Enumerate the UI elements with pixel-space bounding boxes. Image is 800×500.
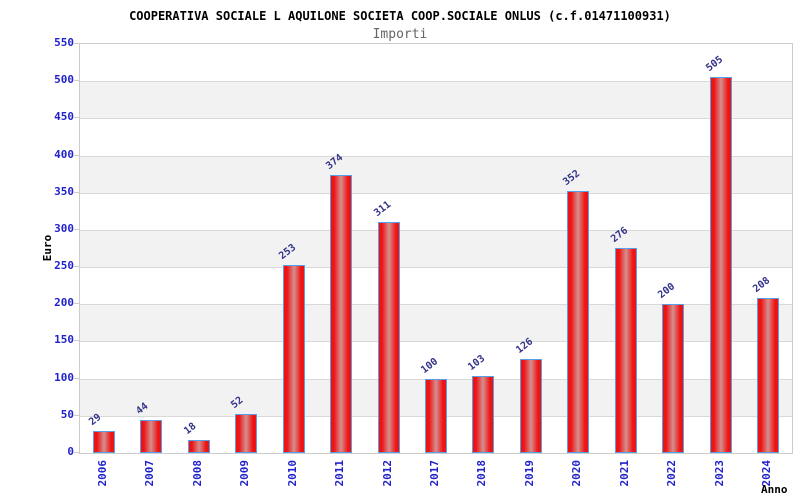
y-tick-label: 0 <box>67 445 74 458</box>
bar-2012 <box>378 222 400 453</box>
y-tick-mark <box>74 43 79 44</box>
background-band <box>80 192 792 230</box>
y-tick-mark <box>74 229 79 230</box>
bar-2024 <box>757 298 779 453</box>
y-tick-label: 150 <box>54 333 74 347</box>
y-tick-mark <box>74 117 79 118</box>
y-tick-mark <box>74 192 79 193</box>
gridline <box>80 304 792 306</box>
bar-2023 <box>710 77 732 453</box>
y-tick-label: 250 <box>54 259 74 273</box>
x-tick-label: 2021 <box>617 460 631 487</box>
y-tick-label: 350 <box>54 184 74 198</box>
bar-2019 <box>520 359 542 453</box>
x-tick-label: 2018 <box>475 460 489 487</box>
y-tick-mark <box>74 155 79 156</box>
bar-2021 <box>615 248 637 453</box>
gridline <box>80 155 792 157</box>
bar-2006 <box>93 431 115 453</box>
y-axis-title: Euro <box>41 234 54 262</box>
bar-2009 <box>235 414 257 453</box>
x-tick-label: 2010 <box>285 460 299 487</box>
y-tick-label: 300 <box>54 221 74 235</box>
x-tick-label: 2012 <box>380 460 394 487</box>
y-tick-label: 550 <box>54 36 74 49</box>
background-band <box>80 81 792 119</box>
x-tick-label: 2011 <box>333 460 347 487</box>
plot-area: 29 44 18 52 253 374 311 100 103 126 352 276 200 505 20… <box>79 43 793 454</box>
bar-2022 <box>662 304 684 453</box>
x-tick-label: 2008 <box>190 460 204 487</box>
y-tick-mark <box>74 452 79 453</box>
chart-title: COOPERATIVA SOCIALE L AQUILONE SOCIETA C… <box>129 9 671 23</box>
bar-2018 <box>472 376 494 453</box>
y-tick-label: 500 <box>54 73 74 87</box>
chart-subtitle: Importi <box>372 27 428 42</box>
bar-2020 <box>567 191 589 453</box>
y-tick-label: 100 <box>54 370 74 384</box>
y-tick-label: 50 <box>60 407 74 421</box>
y-tick-mark <box>74 80 79 81</box>
bar-2011 <box>330 175 352 453</box>
y-tick-label: 450 <box>54 110 74 124</box>
y-tick-mark <box>74 340 79 341</box>
gridline <box>80 267 792 269</box>
background-band <box>80 267 792 305</box>
background-band <box>80 304 792 342</box>
y-tick-mark <box>74 266 79 267</box>
x-tick-label: 2019 <box>522 460 536 487</box>
background-band <box>80 118 792 156</box>
bar-2017 <box>425 379 447 453</box>
x-axis-title: Anno <box>761 483 788 496</box>
y-tick-label: 200 <box>54 296 74 310</box>
gridline <box>80 81 792 83</box>
bar-2010 <box>283 265 305 453</box>
background-band <box>80 229 792 268</box>
x-tick-label: 2007 <box>143 460 157 487</box>
y-tick-mark <box>74 415 79 416</box>
y-tick-mark <box>74 378 79 379</box>
bar-2007 <box>140 420 162 453</box>
gridline <box>80 118 792 120</box>
y-tick-label: 400 <box>54 147 74 161</box>
background-band <box>80 155 792 193</box>
background-band <box>80 44 792 82</box>
bar-2008 <box>188 440 210 453</box>
x-tick-label: 2022 <box>665 460 679 487</box>
x-tick-label: 2020 <box>570 460 584 487</box>
gridline <box>80 229 792 231</box>
y-tick-mark <box>74 303 79 304</box>
x-tick-label: 2017 <box>428 460 441 487</box>
gridline <box>80 341 792 343</box>
x-tick-label: 2006 <box>95 460 109 487</box>
gridline <box>80 192 792 194</box>
x-tick-label: 2009 <box>238 460 252 487</box>
x-tick-label: 2023 <box>712 460 726 487</box>
